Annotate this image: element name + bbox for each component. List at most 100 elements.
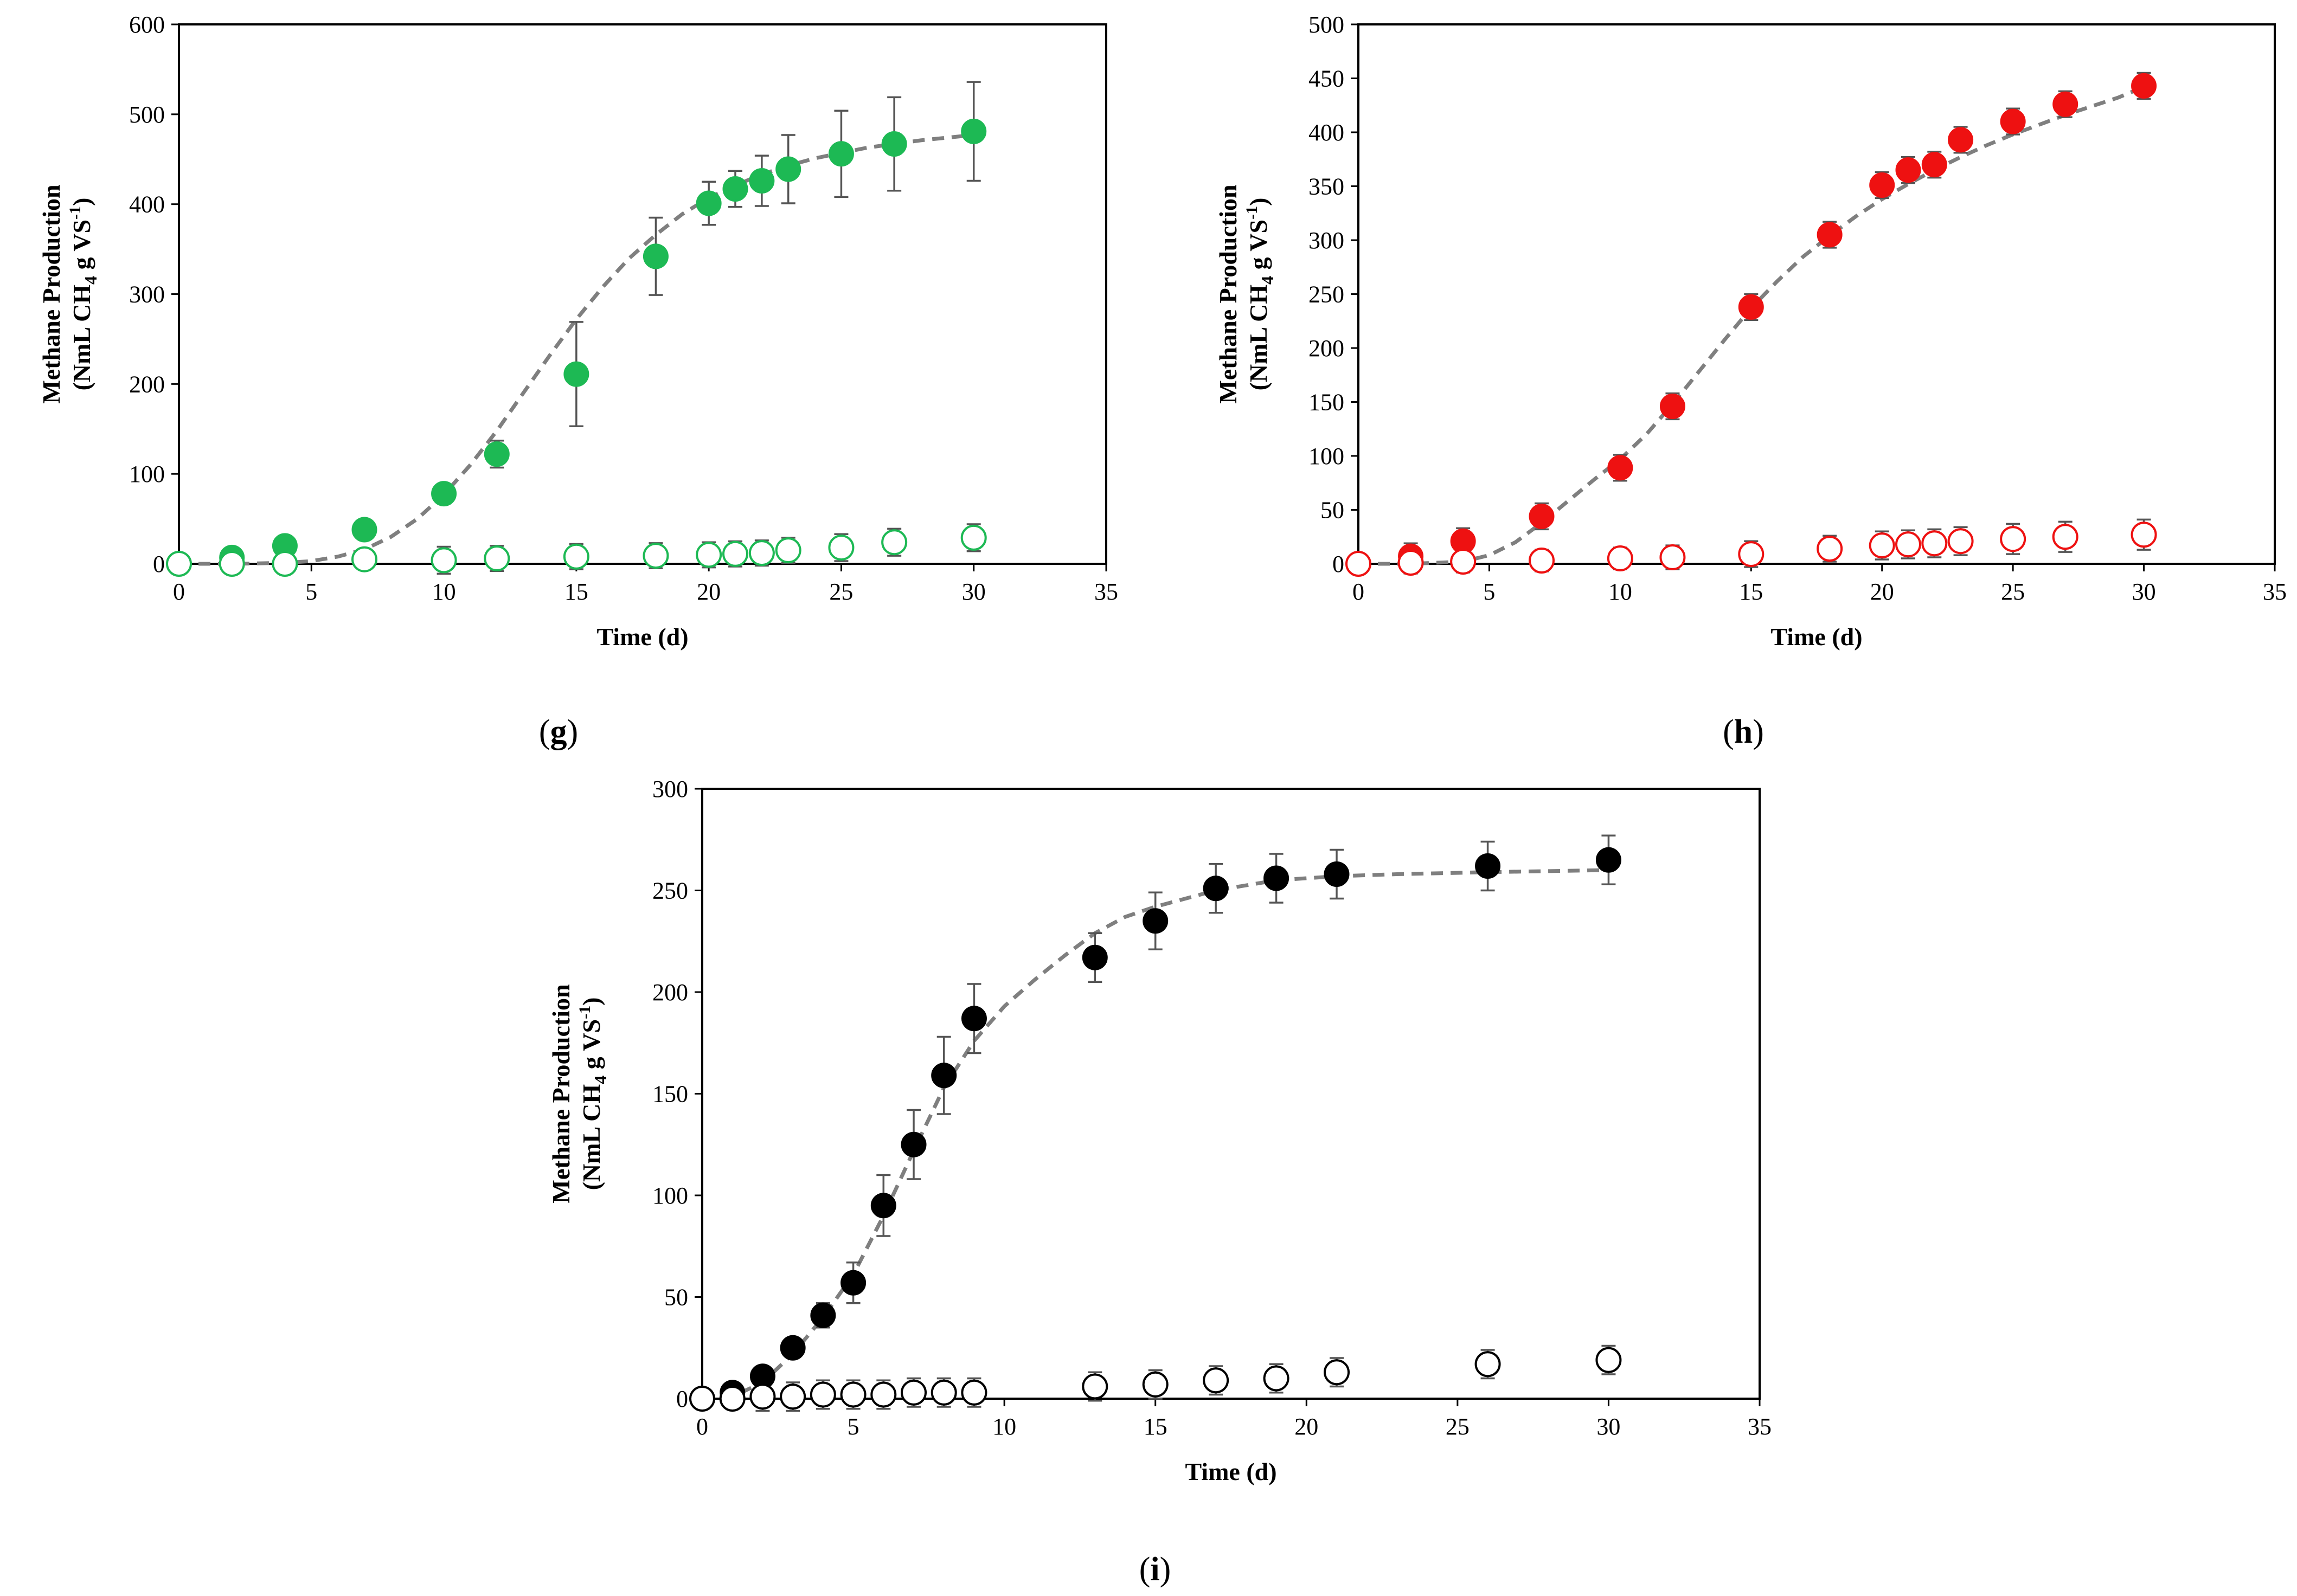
x-tick-label: 20: [697, 578, 721, 605]
data-point-open: [828, 535, 855, 561]
data-point-filled: [1324, 861, 1350, 887]
y-tick-label: 0: [1332, 551, 1344, 577]
data-point-open: [219, 551, 245, 577]
data-point-filled: [961, 1006, 987, 1032]
data-point-filled: [2131, 73, 2157, 99]
data-point-open: [810, 1381, 836, 1408]
y-tick-label: 500: [129, 101, 165, 128]
data-point-filled: [881, 131, 907, 157]
y-tick-label: 250: [1308, 281, 1344, 308]
data-point-open: [1817, 536, 1843, 562]
data-point-filled: [1529, 503, 1555, 529]
x-tick-label: 30: [962, 578, 986, 605]
data-point-open: [780, 1383, 806, 1410]
y-tick-label: 300: [652, 776, 688, 802]
y-axis-label: Methane Production (NmL CH4 g VS-1): [547, 984, 610, 1203]
x-tick-label: 20: [1294, 1413, 1318, 1440]
x-axis-label: Time (d): [1185, 1458, 1276, 1485]
x-tick-label: 10: [992, 1413, 1016, 1440]
y-tick-label: 300: [129, 281, 165, 308]
x-tick-label: 0: [696, 1413, 708, 1440]
data-point-open: [1921, 530, 1948, 557]
x-tick-label: 10: [1608, 578, 1632, 605]
data-point-open: [1345, 551, 1371, 577]
x-tick-label: 35: [1094, 578, 1118, 605]
y-axis-label: Methane Production (NmL CH4 g VS-1): [1214, 184, 1277, 403]
data-point-filled: [1659, 393, 1685, 419]
data-point-filled: [961, 118, 987, 144]
data-point-open: [1869, 532, 1895, 559]
data-point-open: [960, 524, 987, 551]
data-point-open: [351, 546, 377, 572]
data-point-open: [2052, 524, 2078, 550]
data-point-open: [1659, 544, 1686, 571]
data-point-open: [431, 547, 457, 574]
data-point-filled: [931, 1063, 957, 1089]
y-tick-label: 200: [129, 371, 165, 397]
data-point-filled: [1082, 944, 1108, 970]
data-point-filled: [775, 156, 801, 182]
chart-panel-i: 0 5 10 15 20 25 30 35 0 50 100 150 200 250 300 Time (d)…: [547, 776, 1772, 1588]
fitted-curve: [702, 868, 1609, 1401]
x-tick-label: 15: [564, 578, 588, 605]
data-point-filled: [1895, 157, 1921, 183]
y-tick-label: 400: [1308, 119, 1344, 146]
data-point-open: [1397, 550, 1424, 576]
panel-label: (g): [539, 713, 578, 750]
data-point-open: [484, 545, 510, 572]
data-point-open: [1947, 528, 1974, 555]
x-tick-label: 25: [2001, 578, 2025, 605]
data-point-open: [643, 543, 669, 569]
data-point-open: [1203, 1367, 1229, 1394]
y-tick-label: 350: [1308, 173, 1344, 200]
data-point-open: [1142, 1371, 1169, 1398]
y-tick-label: 450: [1308, 66, 1344, 92]
y-tick-label: 50: [664, 1284, 688, 1311]
x-tick-label: 25: [1446, 1413, 1470, 1440]
data-point-filled: [431, 481, 457, 507]
data-point-filled: [1948, 127, 1974, 153]
data-point-filled: [2000, 108, 2026, 134]
data-point-filled: [1921, 152, 1947, 178]
x-tick-label: 10: [432, 578, 456, 605]
data-point-open: [931, 1379, 957, 1406]
data-point-open: [2131, 522, 2157, 548]
data-point-open: [719, 1386, 746, 1412]
y-tick-label: 100: [1308, 443, 1344, 469]
data-point-filled: [828, 141, 854, 167]
data-point-open: [2000, 526, 2026, 552]
data-point-open: [563, 543, 589, 570]
x-tick-label: 15: [1144, 1413, 1167, 1440]
y-tick-label: 0: [153, 551, 165, 577]
chart-panel-h: 0 5 10 15 20 25 30 3505010015020025030035040045…: [1214, 11, 2287, 750]
data-point-filled: [351, 517, 377, 543]
x-tick-label: 5: [305, 578, 317, 605]
data-point-filled: [901, 1131, 927, 1157]
data-point-filled: [810, 1302, 836, 1328]
data-point-open: [722, 540, 748, 567]
data-point-open: [1263, 1365, 1289, 1392]
x-tick-label: 35: [1748, 1413, 1772, 1440]
x-tick-label: 25: [829, 578, 853, 605]
y-tick-label: 250: [652, 878, 688, 904]
data-point-filled: [1203, 876, 1229, 902]
data-point-filled: [643, 243, 669, 269]
panel-label: (h): [1723, 713, 1764, 750]
y-tick-label: 100: [129, 461, 165, 487]
y-tick-label: 500: [1308, 11, 1344, 38]
data-point-filled: [840, 1270, 867, 1296]
data-point-filled: [1143, 908, 1169, 934]
data-point-filled: [1607, 455, 1633, 481]
x-tick-label: 15: [1739, 578, 1763, 605]
data-point-filled: [722, 176, 748, 202]
x-tick-label: 0: [173, 578, 185, 605]
data-point-open: [748, 540, 775, 567]
data-point-open: [689, 1386, 715, 1412]
data-point-open: [696, 542, 722, 568]
data-point-open: [901, 1379, 927, 1406]
data-point-filled: [563, 361, 589, 387]
plot-frame: [1357, 23, 2276, 565]
data-point-filled: [749, 168, 775, 194]
y-tick-label: 150: [1308, 389, 1344, 416]
